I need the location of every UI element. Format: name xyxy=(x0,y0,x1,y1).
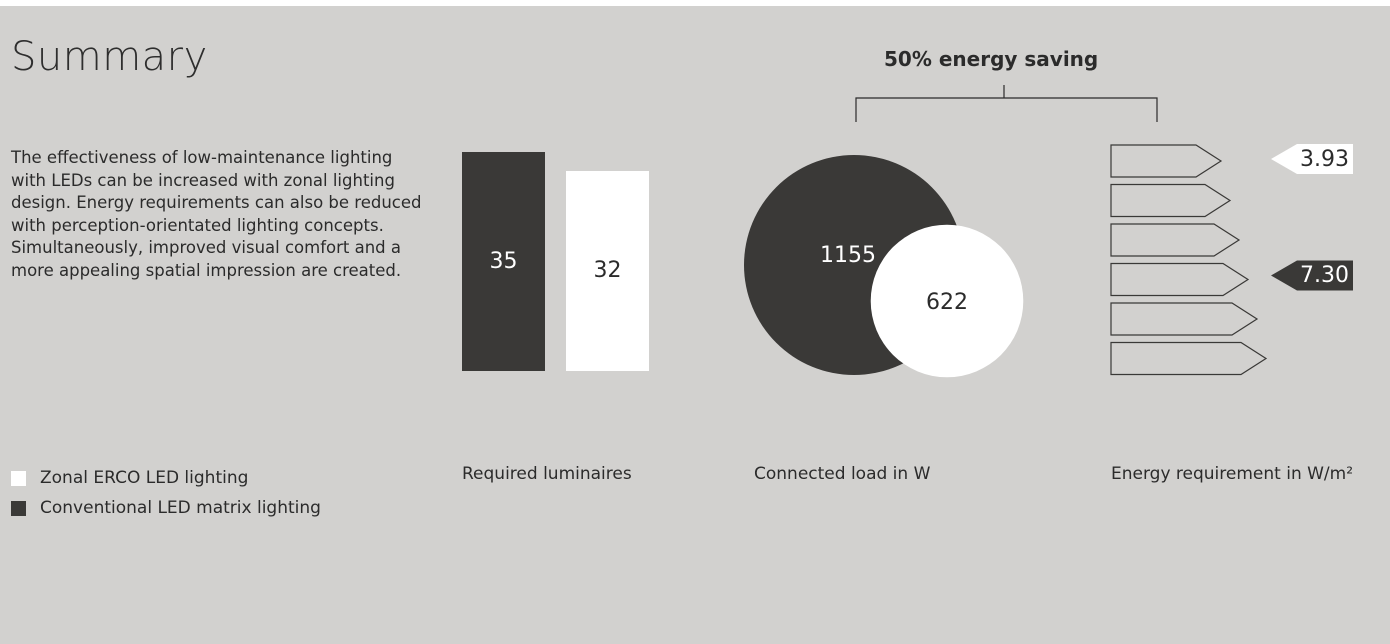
tag-label-zonal: 3.93 xyxy=(1300,146,1349,172)
xlabel-energy: Energy requirement in W/m² xyxy=(1111,464,1354,484)
bar-luminaires-zonal: 32 xyxy=(566,170,649,371)
circle-label-conventional: 1155 xyxy=(820,243,876,268)
xlabel-luminaires: Required luminaires xyxy=(462,464,632,484)
page-title: Summary xyxy=(11,34,208,80)
saving-label: 50% energy saving xyxy=(884,47,1099,71)
legend: Zonal ERCO LED lighting Conventional LED… xyxy=(11,463,321,523)
circle-load-zonal xyxy=(870,224,1024,378)
energy-class-arrow xyxy=(1110,262,1250,297)
legend-swatch-conventional xyxy=(11,500,26,516)
bar-label-luminaires-zonal: 32 xyxy=(593,258,622,284)
energy-class-arrow xyxy=(1110,144,1223,178)
legend-label-zonal: Zonal ERCO LED lighting xyxy=(40,468,249,488)
legend-item-conventional: Conventional LED matrix lighting xyxy=(11,493,321,523)
energy-class-scale xyxy=(1110,144,1268,376)
tag-label-conventional: 7.30 xyxy=(1300,263,1349,288)
legend-label-conventional: Conventional LED matrix lighting xyxy=(40,498,321,518)
bar-label-luminaires-conventional: 35 xyxy=(489,249,518,274)
energy-class-arrow xyxy=(1110,302,1259,336)
description-text: The effectiveness of low-maintenance lig… xyxy=(11,148,422,280)
top-border xyxy=(0,0,1390,6)
circle-label-zonal: 622 xyxy=(926,290,968,315)
bar-luminaires-conventional: 35 xyxy=(462,152,545,371)
energy-class-arrow xyxy=(1110,341,1268,376)
xlabel-connected-load: Connected load in W xyxy=(754,464,931,484)
energy-class-arrow xyxy=(1110,223,1241,257)
saving-bracket xyxy=(855,85,1158,122)
tag-zonal xyxy=(1271,144,1353,174)
legend-swatch-zonal xyxy=(11,470,26,486)
legend-item-zonal: Zonal ERCO LED lighting xyxy=(11,463,321,493)
tag-conventional xyxy=(1271,260,1353,291)
energy-class-arrow xyxy=(1110,183,1232,218)
